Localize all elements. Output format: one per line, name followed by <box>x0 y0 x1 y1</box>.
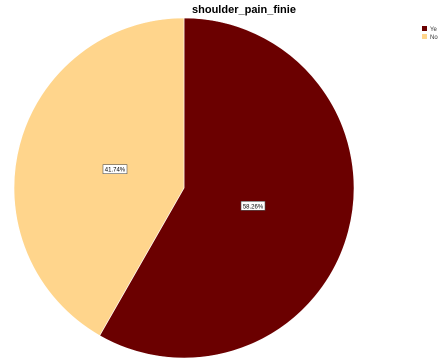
slice-label-text: 58.26% <box>243 204 264 210</box>
legend-swatch <box>422 34 427 39</box>
slice-label-text: 41.74% <box>105 168 126 174</box>
legend-swatch <box>422 26 427 31</box>
slice-label: 41.74% <box>103 165 127 174</box>
legend-label: No <box>430 35 438 41</box>
legend-label: Ye <box>430 27 437 33</box>
legend: Ye No <box>422 26 438 41</box>
slice-label: 58.26% <box>241 201 265 210</box>
pie-slices <box>14 18 354 358</box>
chart-title: shoulder_pain_finie <box>192 4 296 16</box>
